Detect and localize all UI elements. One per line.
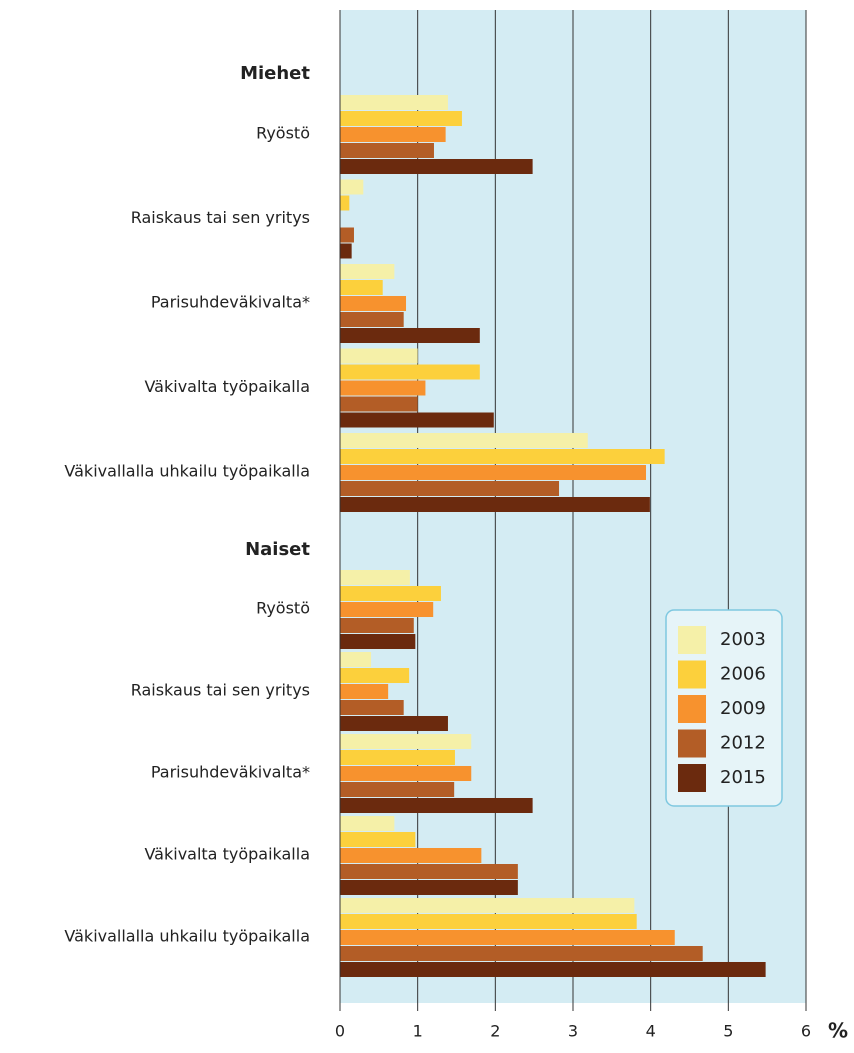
bar: [340, 700, 404, 715]
bar: [340, 634, 416, 649]
category-label: Ryöstö: [256, 124, 310, 143]
bar: [340, 264, 395, 279]
bar: [340, 586, 441, 601]
bar: [340, 766, 472, 781]
legend-swatch: [678, 729, 706, 758]
bar: [340, 127, 446, 142]
bar: [340, 782, 455, 797]
legend-swatch: [678, 695, 706, 723]
x-tick-label: 6: [801, 1022, 811, 1041]
legend-swatch: [678, 626, 706, 654]
bar: [340, 930, 675, 945]
legend-label: 2006: [720, 664, 766, 685]
bar: [340, 465, 647, 480]
bar: [340, 716, 448, 731]
bar: [340, 750, 455, 765]
bar: [340, 848, 482, 863]
x-tick-label: 3: [568, 1022, 578, 1041]
bar: [340, 412, 494, 428]
bar: [340, 618, 414, 633]
bar: [340, 962, 766, 977]
legend-swatch: [678, 764, 706, 792]
category-label: Väkivalta työpaikalla: [144, 845, 310, 864]
bar: [340, 111, 462, 126]
legend-label: 2003: [720, 629, 766, 650]
bar: [340, 296, 407, 311]
bar: [340, 652, 372, 667]
bar: [340, 433, 588, 448]
bar: [340, 280, 383, 295]
bar: [340, 668, 410, 683]
bar: [340, 380, 426, 396]
bar: [340, 328, 480, 343]
x-axis-unit: %: [828, 1019, 848, 1043]
legend-swatch: [678, 660, 706, 689]
bar: [340, 684, 389, 699]
category-label: Väkivallalla uhkailu työpaikalla: [64, 927, 310, 946]
bar: [340, 449, 665, 464]
bar: [340, 946, 703, 961]
bar: [340, 898, 635, 913]
category-label: Raiskaus tai sen yritys: [131, 208, 310, 227]
bar: [340, 348, 418, 364]
x-tick-label: 2: [490, 1022, 500, 1041]
bar: [340, 880, 518, 895]
legend-label: 2015: [720, 767, 766, 788]
bar: [340, 195, 350, 211]
bar: [340, 179, 364, 195]
bar: [340, 832, 416, 847]
category-label: Ryöstö: [256, 599, 310, 618]
bar: [340, 914, 637, 929]
bar: [340, 364, 480, 380]
x-tick-label: 5: [723, 1022, 733, 1041]
x-tick-label: 1: [413, 1022, 423, 1041]
category-label: Parisuhdeväkivalta*: [151, 293, 310, 312]
x-tick-label: 4: [646, 1022, 656, 1041]
bar: [340, 497, 650, 512]
category-label: Raiskaus tai sen yritys: [131, 681, 310, 700]
category-label: Väkivalta työpaikalla: [144, 377, 310, 396]
bar: [340, 227, 354, 243]
group-header: Naiset: [245, 539, 310, 560]
bar: [340, 570, 410, 585]
bar: [340, 798, 533, 813]
legend-label: 2009: [720, 698, 766, 719]
bar: [340, 816, 395, 831]
bar: [340, 243, 352, 259]
bar: [340, 159, 533, 174]
bar: [340, 396, 418, 412]
bar: [340, 481, 560, 496]
bar: [340, 864, 518, 879]
x-tick-label: 0: [335, 1022, 345, 1041]
legend-label: 2012: [720, 733, 766, 754]
bar: [340, 143, 434, 158]
bar: [340, 312, 404, 327]
bar: [340, 734, 472, 749]
category-label: Väkivallalla uhkailu työpaikalla: [64, 462, 310, 481]
bar: [340, 95, 448, 110]
bar: [340, 602, 434, 617]
category-label: Parisuhdeväkivalta*: [151, 763, 310, 782]
group-header: Miehet: [240, 63, 310, 84]
